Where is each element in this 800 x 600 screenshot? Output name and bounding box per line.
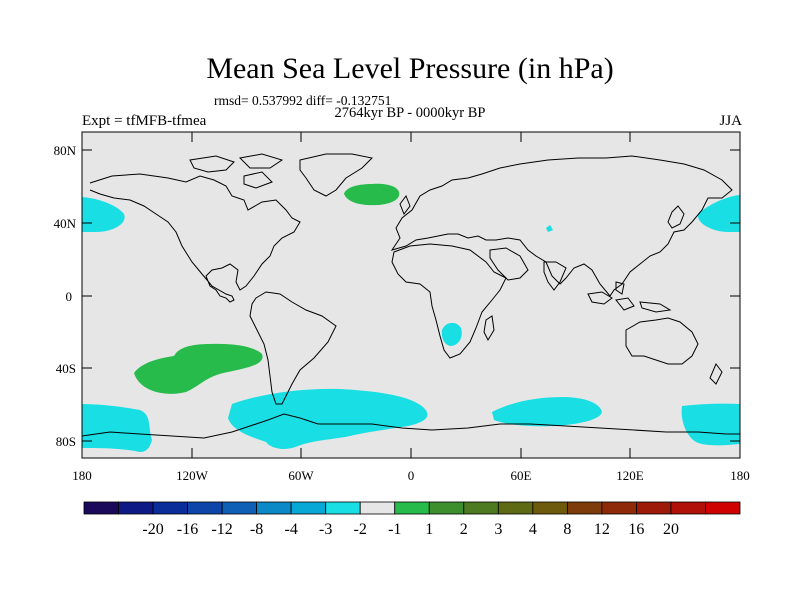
colorbar-label: 20 [663, 521, 679, 538]
coastline-eurasia [390, 155, 733, 297]
coastline-greenland [299, 153, 374, 197]
colorbar-box [670, 501, 706, 515]
coastline-indonesia [587, 281, 672, 313]
coastline-antarctica [82, 413, 740, 439]
colorbar-label: 3 [494, 521, 502, 538]
colorbar-label: 16 [628, 521, 644, 538]
time-period: 2764kyr BP - 0000kyr BP [334, 105, 486, 121]
colorbar-box [394, 501, 430, 515]
colorbar-box [221, 501, 258, 515]
colorbar-label: -8 [250, 521, 263, 538]
lon-label-180-left: 180 [72, 468, 92, 483]
anomaly-mediterranean-dot [546, 225, 553, 232]
lat-tick-marks [82, 149, 740, 442]
map-title: Mean Sea Level Pressure (in hPa) [206, 52, 614, 85]
colorbar-box [463, 501, 499, 515]
colorbar-box [118, 501, 154, 515]
lat-label-80s: 80S [56, 434, 76, 449]
colorbar-box [428, 501, 465, 515]
lon-label-180-right: 180 [730, 468, 750, 483]
colorbar-box [359, 501, 396, 515]
anomaly-north-pacific-east [82, 197, 125, 232]
lon-label-120e: 120E [616, 468, 644, 483]
coastline-arctic-islands [189, 153, 284, 189]
coastline-madagascar [483, 315, 495, 342]
colorbar-box [532, 501, 568, 515]
coastline-north-america [89, 173, 301, 303]
colorbar-box [290, 501, 327, 515]
anomaly-southern-africa [441, 322, 462, 346]
coastline-japan [667, 205, 685, 229]
colorbar-labels: -20 -16 -12 -8 -4 -3 -2 -1 1 2 3 4 8 12 16 20 [142, 521, 679, 538]
season-label: JJA [719, 113, 742, 129]
colorbar-label: -12 [211, 521, 232, 538]
colorbar-label: 8 [563, 521, 571, 538]
experiment-label: Expt = tfMFB-tfmea [82, 113, 207, 129]
colorbar-label: -3 [319, 521, 332, 538]
colorbar-box [83, 501, 119, 515]
coastline-south-america [249, 291, 337, 405]
colorbar-label: -1 [388, 521, 401, 538]
colorbar [83, 501, 741, 515]
lon-tick-marks [191, 132, 631, 458]
colorbar-box [497, 501, 534, 515]
lat-label-40n: 40N [54, 216, 77, 231]
anomaly-southern-ocean [82, 388, 740, 452]
lon-tick-labels: 180 120W 60W 0 60E 120E 180 [72, 468, 750, 483]
colorbar-box [152, 501, 188, 515]
colorbar-box [256, 501, 292, 515]
coastline-uk [399, 194, 411, 216]
coastlines [82, 153, 740, 439]
colorbar-label: 12 [594, 521, 610, 538]
lat-label-0: 0 [66, 289, 73, 304]
lon-label-60e: 60E [511, 468, 532, 483]
coastline-arabia [489, 247, 529, 281]
anomaly-north-pacific-west [697, 195, 740, 232]
colorbar-label: -2 [354, 521, 367, 538]
lat-label-80n: 80N [54, 143, 77, 158]
anomaly-south-pacific-high [134, 343, 263, 394]
coastline-australia [625, 317, 699, 365]
lon-label-0: 0 [408, 468, 415, 483]
colorbar-label: -4 [284, 521, 297, 538]
colorbar-label: -16 [177, 521, 198, 538]
anomaly-north-atlantic-high [344, 183, 400, 206]
coastline-africa [391, 243, 507, 359]
colorbar-label: 2 [460, 521, 468, 538]
lat-label-40s: 40S [56, 361, 76, 376]
coastline-india [543, 261, 567, 291]
colorbar-box [705, 501, 741, 515]
colorbar-label: 4 [529, 521, 537, 538]
rmsd-diff-stats: rmsd= 0.537992 diff= -0.132751 [214, 93, 392, 108]
colorbar-box [325, 501, 361, 515]
colorbar-box [187, 501, 223, 515]
colorbar-box [636, 501, 672, 515]
colorbar-label: -20 [142, 521, 163, 538]
lon-label-120w: 120W [176, 468, 209, 483]
lat-tick-labels: 80N 40N 0 40S 80S [54, 143, 77, 449]
lon-label-60w: 60W [288, 468, 314, 483]
coastline-new-zealand [709, 363, 723, 385]
colorbar-label: 1 [425, 521, 433, 538]
colorbar-box [601, 501, 637, 515]
colorbar-box [566, 501, 603, 515]
